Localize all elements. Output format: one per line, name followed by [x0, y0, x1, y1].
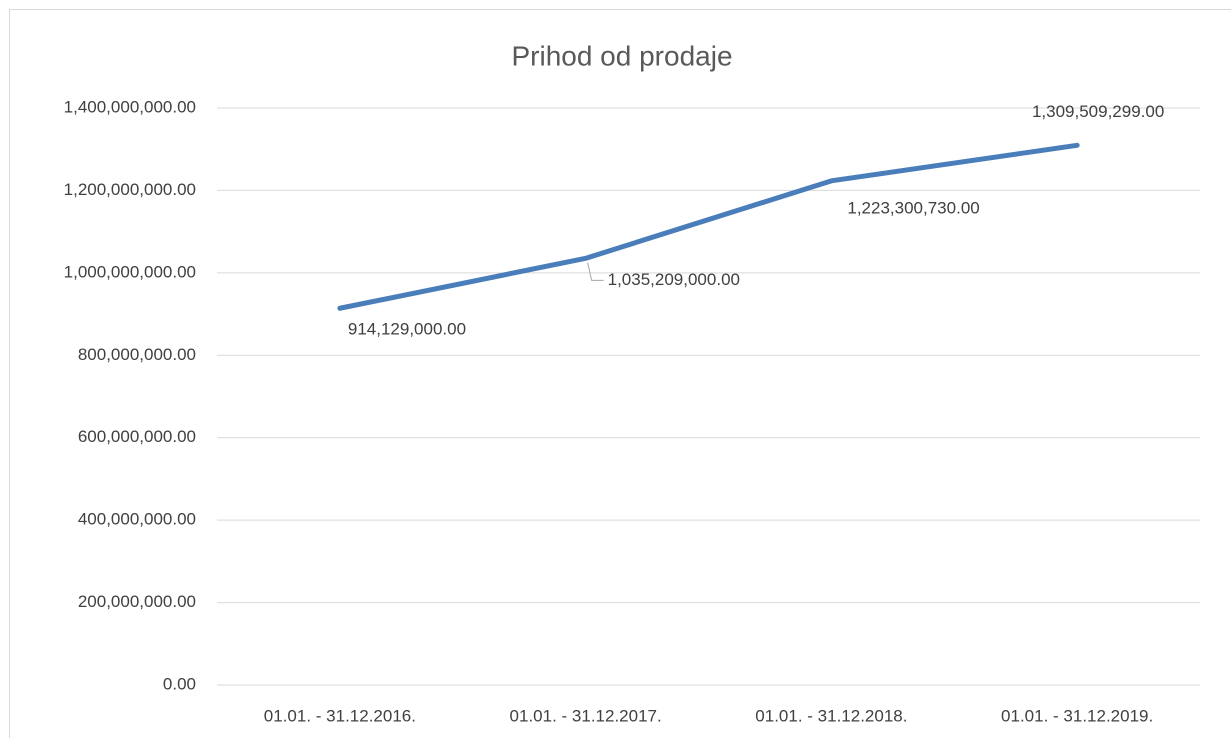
y-tick-label: 1,400,000,000.00 — [64, 97, 196, 116]
y-tick-label: 400,000,000.00 — [78, 510, 196, 529]
y-tick-label: 800,000,000.00 — [78, 345, 196, 364]
data-label: 1,309,509,299.00 — [1032, 102, 1164, 121]
y-tick-label: 200,000,000.00 — [78, 592, 196, 611]
chart-title: Prihod od prodaje — [511, 40, 732, 71]
x-tick-label: 01.01. - 31.12.2019. — [1001, 706, 1153, 725]
data-label: 1,035,209,000.00 — [608, 270, 740, 289]
y-tick-label: 600,000,000.00 — [78, 427, 196, 446]
leader-line — [587, 262, 604, 281]
x-tick-label: 01.01. - 31.12.2016. — [264, 706, 416, 725]
chart-frame — [9, 9, 1231, 738]
line-series — [337, 142, 1080, 311]
data-label: 1,223,300,730.00 — [847, 198, 979, 217]
y-tick-label: 0.00 — [163, 674, 196, 693]
x-tick-label: 01.01. - 31.12.2017. — [510, 706, 662, 725]
data-label: 914,129,000.00 — [348, 320, 466, 339]
y-tick-label: 1,200,000,000.00 — [64, 180, 196, 199]
y-tick-label: 1,000,000,000.00 — [64, 262, 196, 281]
x-tick-label: 01.01. - 31.12.2018. — [755, 706, 907, 725]
